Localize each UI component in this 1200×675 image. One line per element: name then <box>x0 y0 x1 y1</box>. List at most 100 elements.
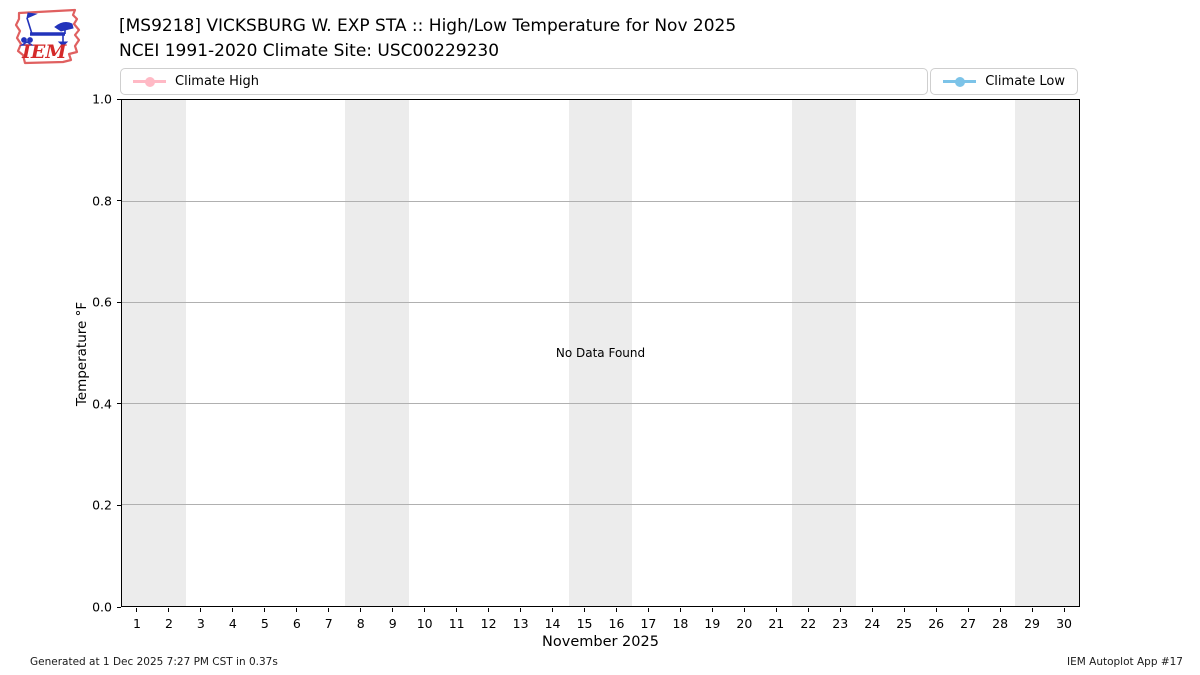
legend-label-climate-high: Climate High <box>175 74 260 89</box>
y-tick-label: 0.2 <box>92 497 112 513</box>
x-tick-mark <box>456 608 458 612</box>
y-tick-mark <box>117 200 121 202</box>
x-tick-mark <box>647 608 649 612</box>
x-tick-mark <box>903 608 905 612</box>
y-tick-mark <box>117 301 121 303</box>
x-tick-label: 13 <box>512 616 529 631</box>
plot-area: No Data Found <box>121 99 1080 607</box>
x-tick-mark <box>711 608 713 612</box>
x-tick-mark <box>807 608 809 612</box>
weekend-shading-band <box>122 100 186 606</box>
y-axis-label: Temperature °F <box>74 301 90 407</box>
x-tick-mark <box>328 608 330 612</box>
x-tick-label: 2 <box>164 616 173 631</box>
x-tick-mark <box>615 608 617 612</box>
x-tick-mark <box>839 608 841 612</box>
chart-titles: [MS9218] VICKSBURG W. EXP STA :: High/Lo… <box>119 14 736 64</box>
weekend-shading-band <box>791 100 856 606</box>
x-tick-label: 17 <box>640 616 657 631</box>
x-tick-label: 9 <box>388 616 397 631</box>
no-data-message: No Data Found <box>555 346 646 360</box>
x-tick-mark <box>552 608 554 612</box>
x-tick-label: 21 <box>768 616 785 631</box>
legend-entry-climate-high: Climate High <box>120 68 929 95</box>
y-tick-label: 0.8 <box>92 193 112 209</box>
x-axis-label: November 2025 <box>542 634 659 650</box>
x-tick-label: 10 <box>416 616 433 631</box>
x-tick-label: 23 <box>832 616 849 631</box>
generated-timestamp: Generated at 1 Dec 2025 7:27 PM CST in 0… <box>30 656 278 668</box>
x-tick-mark <box>520 608 522 612</box>
x-tick-mark <box>488 608 490 612</box>
y-gridline <box>122 403 1079 405</box>
x-tick-label: 7 <box>324 616 333 631</box>
x-tick-label: 25 <box>896 616 913 631</box>
x-tick-label: 30 <box>1056 616 1072 631</box>
x-tick-mark <box>136 608 138 612</box>
y-gridline <box>122 301 1079 303</box>
y-tick-mark <box>117 98 121 100</box>
y-tick-label: 1.0 <box>92 91 112 107</box>
x-tick-label: 16 <box>608 616 625 631</box>
y-tick-mark <box>117 504 121 506</box>
x-tick-mark <box>935 608 937 612</box>
x-tick-label: 26 <box>928 616 945 631</box>
x-tick-mark <box>360 608 362 612</box>
x-axis: 1 2 3 4 5 6 7 8 9 10 11 12 13 14 15 16 17 18 19 20 21 22 23 24 2… <box>121 607 1080 641</box>
x-tick-mark <box>168 608 170 612</box>
y-tick-mark <box>117 606 121 608</box>
weekend-shading-band <box>568 100 633 606</box>
y-tick-label: 0.4 <box>92 396 112 412</box>
climate-high-marker-icon <box>133 76 166 87</box>
x-tick-mark <box>871 608 873 612</box>
iem-logo-icon: IEM <box>14 8 81 65</box>
x-tick-label: 6 <box>292 616 301 631</box>
x-tick-mark <box>775 608 777 612</box>
x-tick-label: 22 <box>800 616 817 631</box>
legend: Climate High Climate Low <box>120 68 1078 95</box>
app-credit: IEM Autoplot App #17 <box>1067 656 1183 668</box>
y-tick-mark <box>117 403 121 405</box>
legend-label-climate-low: Climate Low <box>985 74 1065 89</box>
weekend-shading-band <box>1015 100 1079 606</box>
x-tick-mark <box>264 608 266 612</box>
x-tick-label: 29 <box>1024 616 1040 631</box>
x-tick-label: 15 <box>576 616 593 631</box>
legend-entry-climate-low: Climate Low <box>930 68 1078 95</box>
x-tick-label: 3 <box>196 616 205 631</box>
x-tick-mark <box>1063 608 1065 612</box>
x-tick-label: 1 <box>132 616 141 631</box>
x-tick-mark <box>743 608 745 612</box>
weekend-shading-band <box>345 100 410 606</box>
x-tick-mark <box>679 608 681 612</box>
x-tick-mark <box>584 608 586 612</box>
x-tick-label: 18 <box>672 616 689 631</box>
y-tick-label: 0.0 <box>92 599 112 615</box>
x-tick-mark <box>392 608 394 612</box>
x-tick-label: 27 <box>960 616 977 631</box>
weather-vane-icon <box>19 12 74 47</box>
chart-title: [MS9218] VICKSBURG W. EXP STA :: High/Lo… <box>119 16 737 36</box>
chart-subtitle: NCEI 1991-2020 Climate Site: USC00229230 <box>119 41 500 61</box>
x-tick-mark <box>232 608 234 612</box>
x-tick-label: 8 <box>356 616 365 631</box>
x-tick-label: 12 <box>480 616 497 631</box>
x-tick-label: 24 <box>864 616 881 631</box>
y-gridline <box>122 504 1079 506</box>
x-tick-label: 14 <box>544 616 561 631</box>
x-tick-mark <box>424 608 426 612</box>
x-tick-label: 28 <box>992 616 1009 631</box>
logo-text: IEM <box>21 41 67 63</box>
x-tick-label: 4 <box>228 616 237 631</box>
x-tick-label: 11 <box>448 616 465 631</box>
y-axis: 0.0 0.2 0.4 0.6 0.8 1.0 <box>0 92 121 615</box>
x-tick-mark <box>967 608 969 612</box>
x-tick-mark <box>296 608 298 612</box>
x-tick-label: 19 <box>704 616 721 631</box>
x-tick-mark <box>1031 608 1033 612</box>
x-tick-label: 5 <box>260 616 269 631</box>
x-tick-label: 20 <box>736 616 753 631</box>
y-tick-label: 0.6 <box>92 294 112 310</box>
x-tick-mark <box>200 608 202 612</box>
